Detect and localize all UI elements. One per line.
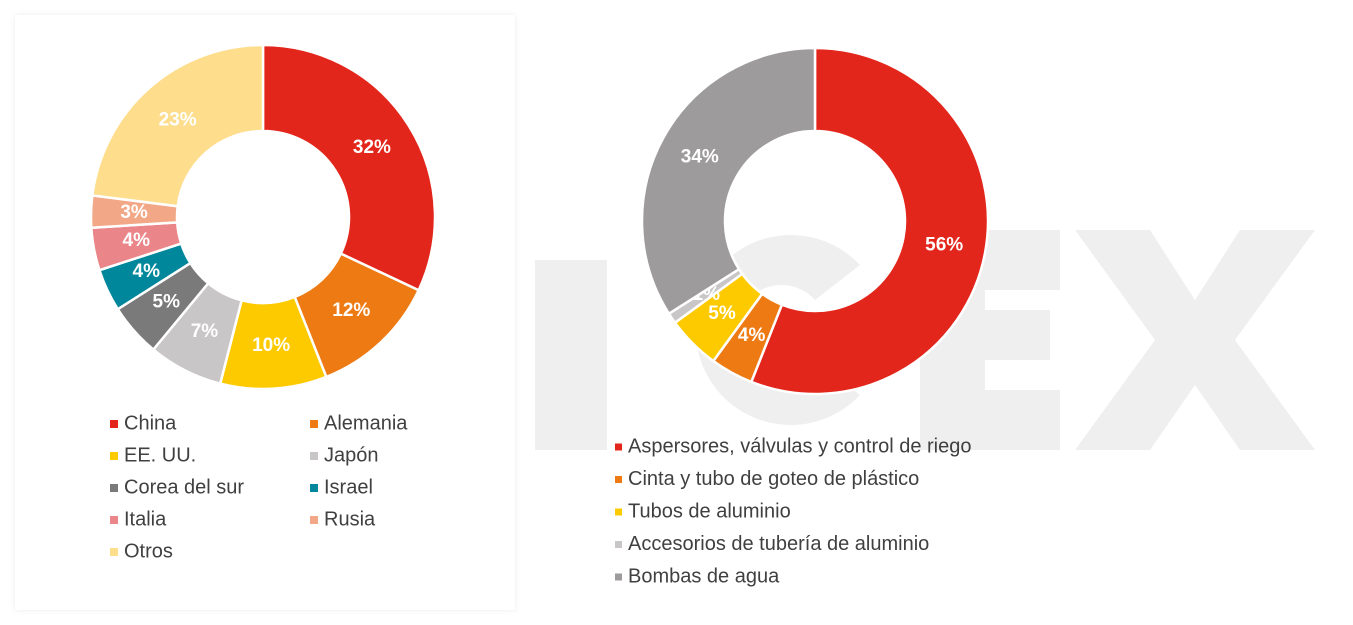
slice [261,43,437,292]
watermark-x [1075,230,1315,450]
legend-label: Aspersores, válvulas y control de riego [628,435,972,457]
legend-label: EE. UU. [124,444,196,466]
legend-marker [310,452,318,460]
data-label: 5% [708,303,736,324]
data-label: 32% [353,137,391,158]
legend-label: Cinta y tubo de goteo de plástico [628,468,919,490]
legend-label: Rusia [324,508,376,530]
data-label: 4% [738,325,766,346]
legend-marker [615,508,622,516]
data-label: 4% [133,261,161,282]
legend-marker [110,420,118,428]
legend-label: China [124,412,177,434]
legend-label: Tubos de aluminio [628,500,791,522]
data-label: 5% [153,291,181,312]
slice [640,46,817,316]
legend-label: Accesorios de tubería de aluminio [628,533,929,555]
data-label: 56% [925,235,963,256]
legend-label: Japón [324,444,379,466]
legend-label: Alemania [324,412,408,434]
data-label: 3% [120,202,148,223]
legend-marker [310,484,318,492]
legend-marker [310,420,318,428]
legend-marker [615,573,622,581]
legend-marker [615,476,622,483]
data-label: 4% [123,230,151,251]
watermark-i [535,260,607,450]
legend-label: Israel [324,476,373,498]
legend-marker [615,541,622,548]
slice [90,43,265,208]
legend-label: Italia [124,508,167,530]
legend-marker [110,516,118,524]
legend-label: Bombas de agua [628,565,780,587]
legend-marker [110,452,118,460]
slice [749,46,990,396]
legend-marker [110,484,118,492]
data-label: 23% [159,109,197,130]
data-label: 10% [252,335,290,356]
legend-marker [110,548,118,556]
legend-marker [615,443,622,451]
legend-label: Corea del sur [124,476,244,498]
data-label: 34% [681,147,719,168]
data-label: 12% [332,300,370,321]
data-label: 7% [191,321,219,342]
legend-marker [310,516,318,524]
legend-label: Otros [124,540,173,562]
